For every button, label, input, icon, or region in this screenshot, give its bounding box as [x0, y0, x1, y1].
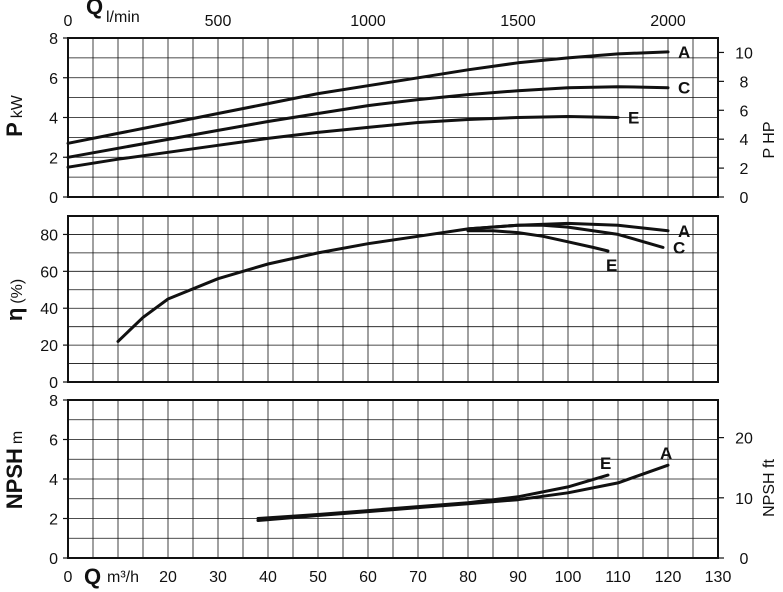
y2-tick-label: 8 [740, 74, 749, 91]
power-panel [63, 37, 724, 198]
y-tick-label: 8 [49, 31, 58, 48]
top-x-tick-label: 1500 [500, 13, 536, 30]
y-tick-label: 0 [49, 190, 58, 207]
y-tick-label: 60 [40, 264, 58, 281]
curve-npsh-E [256, 473, 610, 520]
efficiency-panel [63, 215, 719, 383]
y2-tick-label: 10 [735, 45, 753, 62]
y-tick-label: 4 [49, 111, 58, 128]
y2-tick-label: 0 [740, 551, 749, 568]
y2-tick-label: 20 [735, 431, 753, 448]
y-tick-label: 6 [49, 71, 58, 88]
npsh-y2-axis-title: NPSH ft [761, 459, 778, 517]
top-x-tick-label: 1000 [350, 13, 386, 30]
curve-label-E: E [628, 109, 639, 128]
curve-label-A: A [678, 222, 690, 241]
y2-tick-label: 6 [740, 103, 749, 120]
curve-power-A [66, 50, 670, 145]
bottom-x-tick-label: 0 [64, 569, 73, 586]
bottom-x-tick-label: 50 [309, 569, 327, 586]
y-tick-label: 0 [49, 375, 58, 392]
top-x-tick-label: 0 [64, 13, 73, 30]
efficiency-y-axis-title: η (%) [2, 279, 27, 321]
y-tick-label: 6 [49, 433, 58, 450]
curve-label-E: E [600, 454, 611, 473]
efficiency-y-axis-title-main: η [2, 308, 27, 321]
bottom-x-tick-label: 70 [409, 569, 427, 586]
power-y-axis-title: PkW [2, 94, 27, 137]
y2-tick-label: 2 [740, 161, 749, 178]
bottom-x-tick-label: 100 [555, 569, 582, 586]
curve-power-E [66, 115, 620, 169]
power-y2-axis-title: P HP [761, 121, 778, 158]
bottom-x-tick-label: 110 [605, 569, 631, 586]
y-tick-label: 40 [40, 301, 58, 318]
bottom-x-axis-q: Q [84, 564, 101, 589]
bottom-x-tick-label: 20 [159, 569, 177, 586]
y-tick-label: 80 [40, 227, 58, 244]
bottom-x-tick-label: 60 [359, 569, 377, 586]
npsh-y-axis-title-main: NPSH [2, 448, 27, 509]
y-tick-label: 4 [49, 472, 58, 489]
curve-efficiency-C [466, 223, 665, 249]
bottom-x-tick-label: 130 [705, 569, 732, 586]
y-tick-label: 20 [40, 338, 58, 355]
curve-label-C: C [678, 79, 690, 98]
top-x-tick-label: 2000 [650, 13, 686, 30]
bottom-x-tick-label: 80 [459, 569, 477, 586]
curve-label-A: A [678, 43, 690, 62]
npsh-y-axis-title: NPSH m [2, 431, 27, 509]
bottom-x-tick-label: 40 [259, 569, 277, 586]
top-x-axis-q: Q [86, 0, 103, 19]
y2-tick-label: 0 [740, 190, 749, 207]
bottom-x-tick-label: 30 [209, 569, 227, 586]
bottom-x-tick-label: 120 [655, 569, 682, 586]
y2-tick-label: 4 [740, 132, 749, 149]
y-tick-label: 8 [49, 393, 58, 410]
top-x-tick-label: 500 [205, 13, 232, 30]
y-tick-label: 2 [49, 512, 58, 529]
npsh-y-axis-title-unit: m [9, 431, 26, 444]
y-tick-label: 2 [49, 150, 58, 167]
top-x-axis-unit: l/min [106, 9, 140, 26]
curve-efficiency-A [116, 221, 670, 343]
curve-efficiency-E [466, 229, 610, 253]
power-y-axis-title-main: P [2, 122, 27, 137]
bottom-x-tick-label: 90 [509, 569, 527, 586]
y2-tick-label: 10 [735, 491, 753, 508]
bottom-x-axis-unit: m³/h [107, 569, 139, 586]
npsh-panel [63, 399, 724, 559]
curve-npsh-A [256, 463, 670, 522]
efficiency-frame [67, 215, 719, 383]
y-tick-label: 0 [49, 551, 58, 568]
curve-label-A: A [660, 444, 672, 463]
curve-label-E: E [606, 256, 617, 275]
power-y-axis-title-unit: kW [9, 94, 26, 118]
efficiency-y-axis-title-unit: (%) [9, 279, 26, 304]
curve-label-C: C [673, 238, 685, 257]
curve-power-C [66, 85, 670, 159]
